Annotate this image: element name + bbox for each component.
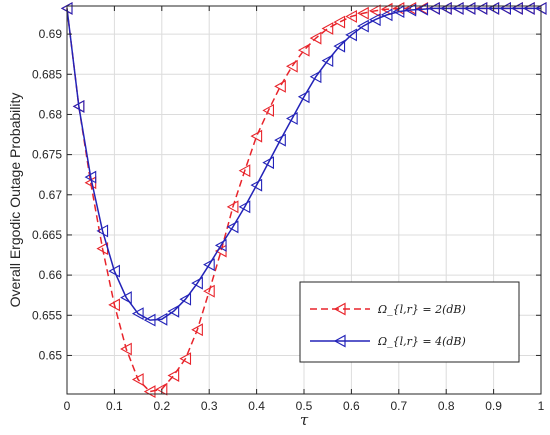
x-tick-label: 0.6 bbox=[343, 399, 360, 413]
series-2-marker bbox=[404, 3, 417, 17]
series-1-marker bbox=[167, 369, 180, 382]
x-tick-label: 0.4 bbox=[248, 399, 265, 413]
series-1-marker bbox=[238, 164, 251, 178]
series-1-marker bbox=[321, 22, 334, 35]
series-1-marker bbox=[274, 79, 286, 93]
series-2-marker bbox=[309, 70, 322, 84]
y-tick-label: 0.69 bbox=[39, 27, 63, 41]
series-2 bbox=[60, 1, 547, 327]
series-2-marker bbox=[72, 99, 85, 113]
series-2-marker bbox=[226, 220, 239, 234]
series-1-marker bbox=[250, 129, 263, 143]
series-2-marker bbox=[179, 292, 192, 306]
series-2-marker bbox=[286, 112, 298, 125]
series-1-marker bbox=[203, 284, 215, 298]
series-2-marker bbox=[203, 258, 215, 272]
legend-label-series-2: Ω_{l,r} = 4(dB) bbox=[377, 335, 466, 348]
legend-marker-series-2 bbox=[333, 334, 346, 348]
series-2-marker bbox=[297, 90, 310, 104]
series-1-marker bbox=[262, 104, 274, 117]
series-1-marker bbox=[286, 59, 298, 73]
axis-ticks bbox=[66, 6, 542, 394]
series-2-marker bbox=[333, 39, 346, 53]
x-tick-label: 0.1 bbox=[106, 399, 123, 413]
y-tick-label: 0.68 bbox=[39, 107, 63, 121]
legend: Ω_{l,r} = 2(dB) Ω_{l,r} = 4(dB) bbox=[299, 281, 520, 363]
series-2-marker bbox=[120, 291, 132, 305]
series-1-marker bbox=[131, 373, 144, 386]
series-2-marker bbox=[274, 133, 286, 147]
series-2-marker bbox=[84, 170, 97, 184]
y-tick-label: 0.66 bbox=[39, 268, 63, 282]
series-1-marker bbox=[357, 6, 369, 20]
y-tick-label: 0.685 bbox=[32, 67, 62, 81]
y-tick-label: 0.675 bbox=[32, 148, 62, 162]
y-tick-label: 0.65 bbox=[39, 348, 63, 362]
x-tick-labels: 0 0.1 0.2 0.3 0.4 0.5 0.6 0.7 0.8 0.9 1 bbox=[64, 399, 545, 413]
x-tick-label: 0.9 bbox=[485, 399, 502, 413]
series-2-marker bbox=[368, 13, 381, 27]
legend-box bbox=[299, 281, 520, 363]
series-2-marker bbox=[155, 312, 168, 326]
y-tick-label: 0.67 bbox=[39, 188, 63, 202]
y-tick-label: 0.655 bbox=[32, 308, 62, 322]
series-1-marker bbox=[108, 298, 120, 312]
series-2-marker bbox=[238, 200, 251, 214]
series-1-marker bbox=[309, 31, 322, 45]
series-2-marker bbox=[357, 19, 369, 33]
series-2-marker bbox=[96, 224, 109, 238]
series-layer bbox=[60, 1, 547, 399]
series-2-marker bbox=[191, 276, 203, 290]
series-1-marker bbox=[333, 15, 346, 29]
x-tick-label: 0.3 bbox=[201, 399, 218, 413]
series-1-marker bbox=[191, 323, 203, 337]
legend-marker-series-1 bbox=[333, 302, 346, 316]
y-axis-label: Overall Ergodic Outage Probability bbox=[7, 93, 23, 308]
series-2-marker bbox=[345, 28, 357, 42]
x-tick-label: 0.7 bbox=[390, 399, 407, 413]
series-1-marker bbox=[368, 4, 381, 18]
x-tick-label: 0.2 bbox=[153, 399, 170, 413]
series-2-marker bbox=[108, 264, 120, 278]
series-2-marker bbox=[143, 313, 156, 327]
series-2-marker bbox=[131, 307, 144, 321]
series-1-marker bbox=[226, 200, 239, 214]
x-tick-label: 0 bbox=[64, 399, 71, 413]
series-2-marker bbox=[214, 238, 227, 252]
series-2-line bbox=[66, 7, 541, 321]
x-tick-label: 0.5 bbox=[296, 399, 313, 413]
series-1-marker bbox=[345, 10, 357, 23]
x-tick-label: 1 bbox=[538, 399, 545, 413]
x-axis-label: τ bbox=[300, 411, 309, 429]
x-tick-label: 0.8 bbox=[438, 399, 455, 413]
series-2-marker bbox=[262, 156, 274, 170]
series-2-marker bbox=[321, 54, 334, 68]
series-1-marker bbox=[297, 43, 310, 57]
series-1-marker bbox=[179, 352, 192, 366]
y-tick-labels: 0.65 0.655 0.66 0.665 0.67 0.675 0.68 0.685 0.69 bbox=[32, 27, 62, 362]
series-2-marker bbox=[250, 178, 263, 192]
series-2-marker bbox=[167, 304, 180, 318]
legend-label-series-1: Ω_{l,r} = 2(dB) bbox=[377, 303, 466, 316]
series-2-marker bbox=[380, 8, 393, 22]
y-tick-label: 0.665 bbox=[32, 228, 62, 242]
series-1-marker bbox=[120, 342, 132, 356]
